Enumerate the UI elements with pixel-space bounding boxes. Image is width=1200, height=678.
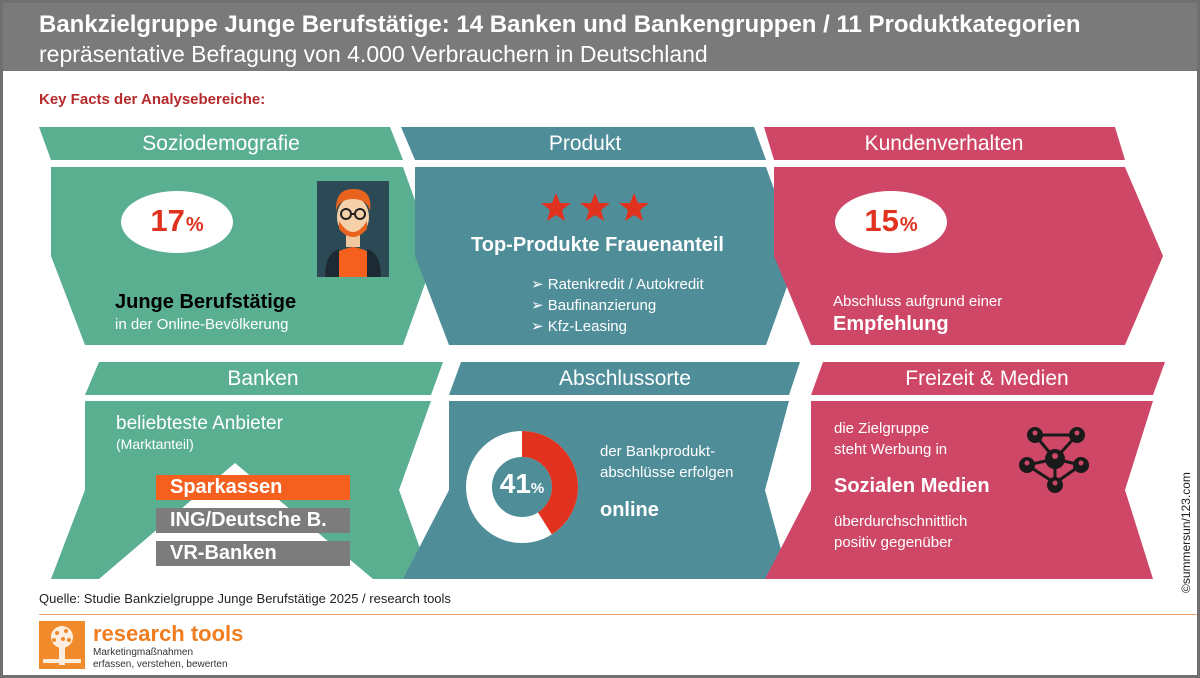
soziodemografie-value: 17 (150, 203, 185, 238)
banken-line2: (Marktanteil) (116, 436, 194, 452)
stars-icon (541, 193, 649, 221)
page-subtitle: repräsentative Befragung von 4.000 Verbr… (39, 41, 708, 67)
bullet-arrow-icon: ➢ (531, 297, 544, 314)
produkt-title: Top-Produkte Frauenanteil (471, 234, 724, 256)
ranking-item-1: Sparkassen (156, 475, 350, 500)
freizeit-line3: Sozialen Medien (834, 475, 990, 497)
logo-tagline-1: Marketingmaßnahmen (93, 647, 194, 658)
freizeit-bar-shape (811, 362, 1165, 395)
kundenverhalten-oval: 15% (835, 191, 947, 253)
person-avatar-icon (317, 181, 389, 277)
abschlussorte-panel-shape (403, 401, 789, 579)
donut-segment-online (466, 431, 578, 543)
footer-divider (39, 614, 1197, 615)
abschlussorte-line1: der Bankprodukt- (600, 443, 716, 460)
online-share-donut (466, 431, 578, 543)
freizeit-line1: die Zielgruppe (834, 420, 930, 437)
abschlussorte-unit: % (530, 480, 545, 497)
research-tools-logo-icon (39, 621, 85, 669)
panel-shapes (39, 127, 1165, 579)
social-network-icon (1019, 427, 1089, 493)
banken-bar-shape (85, 362, 443, 395)
soziodemografie-oval: 17% (121, 191, 233, 253)
abschlussorte-line2: abschlüsse erfolgen (600, 464, 734, 481)
soziodemografie-line2: in der Online-Bevölkerung (115, 316, 289, 333)
kundenverhalten-line1: Abschluss aufgrund einer (833, 293, 1003, 310)
abschlussorte-value-wrap: 41% (495, 468, 549, 500)
ranking-item-2: ING/Deutsche B. (156, 508, 350, 533)
abschlussorte-line3: online (600, 499, 659, 521)
header-bar: Bankzielgruppe Junge Berufstätige: 14 Ba… (3, 3, 1197, 71)
soziodemografie-heading: Soziodemografie (142, 132, 300, 155)
key-facts-label: Key Facts der Analysebereiche: (39, 91, 266, 108)
page-title: Bankzielgruppe Junge Berufstätige: 14 Ba… (39, 11, 1081, 38)
produkt-heading: Produkt (548, 132, 622, 155)
freizeit-heading: Freizeit & Medien (905, 367, 1069, 390)
kundenverhalten-heading: Kundenverhalten (864, 132, 1024, 155)
produkt-item-label: Ratenkredit / Autokredit (547, 276, 704, 293)
produkt-list-item: ➢ Ratenkredit / Autokredit (531, 274, 704, 295)
ranking-item-3: VR-Banken (156, 541, 350, 566)
copyright-note: ©summersun/123.com (1179, 472, 1193, 593)
bullet-arrow-icon: ➢ (531, 276, 544, 293)
abschlussorte-bar-shape (449, 362, 800, 395)
logo-name: research tools (93, 621, 244, 646)
freizeit-line4: überdurchschnittlich (834, 513, 968, 530)
soziodemografie-line1: Junge Berufstätige (115, 291, 297, 313)
kundenverhalten-bar-shape (764, 127, 1125, 160)
produkt-panel-shape (415, 167, 798, 345)
abschlussorte-value: 41 (499, 468, 531, 499)
banken-line1: beliebteste Anbieter (116, 413, 283, 434)
produkt-item-label: Kfz-Leasing (547, 318, 627, 335)
banken-heading: Banken (227, 367, 299, 390)
produkt-bar-shape (401, 127, 766, 160)
logo-tagline-2: erfassen, verstehen, bewerten (93, 659, 228, 670)
freizeit-panel-shape (765, 401, 1153, 579)
source-note: Quelle: Studie Bankzielgruppe Junge Beru… (39, 591, 451, 606)
bullet-arrow-icon: ➢ (531, 318, 544, 335)
soziodemografie-bar-shape (39, 127, 403, 160)
soziodemografie-unit: % (185, 214, 204, 236)
kundenverhalten-value: 15 (864, 203, 899, 238)
stars-rating (539, 191, 651, 230)
kundenverhalten-unit: % (899, 214, 918, 236)
freizeit-line5: positiv gegenüber (834, 534, 953, 551)
produkt-item-label: Baufinanzierung (547, 297, 657, 314)
freizeit-line2: steht Werbung in (834, 441, 948, 458)
produkt-list-item: ➢ Kfz-Leasing (531, 316, 704, 337)
abschlussorte-heading: Abschlussorte (559, 367, 691, 390)
produkt-list-item: ➢ Baufinanzierung (531, 295, 704, 316)
produkt-list: ➢ Ratenkredit / Autokredit ➢ Baufinanzie… (531, 274, 704, 337)
kundenverhalten-line2: Empfehlung (833, 313, 949, 335)
